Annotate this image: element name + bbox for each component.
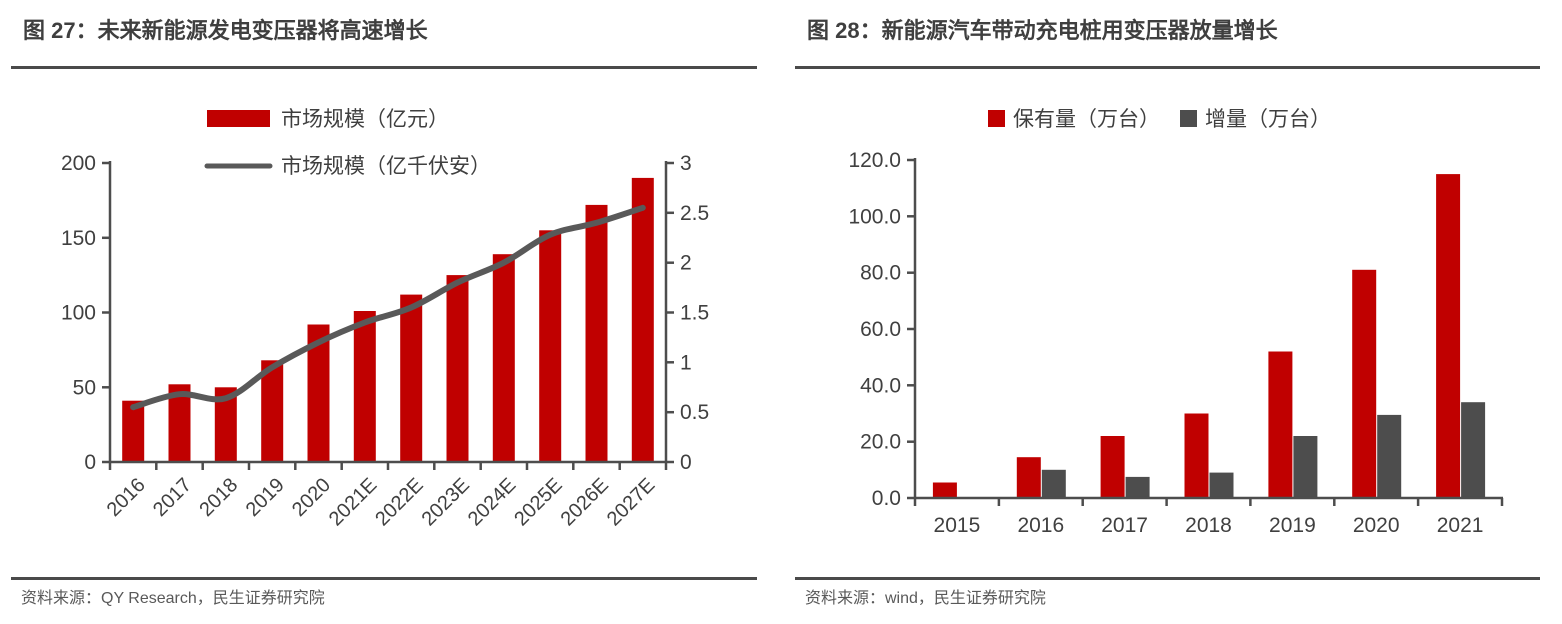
y-tick-label: 60.0	[860, 318, 901, 341]
figure-28-axes	[907, 158, 1504, 506]
figure-27-bottom-rule	[11, 577, 757, 580]
bar-owned	[1352, 269, 1377, 498]
y-tick-label: 120.0	[848, 149, 901, 172]
right-tick-label: 2.5	[680, 202, 709, 225]
bar-owned	[1100, 436, 1125, 498]
category-label: 2018	[195, 474, 242, 521]
figure-27-chart: 市场规模（亿元） 市场规模（亿千伏安） 0 50 100 150 200 0 0.5 1 1.5 2 2…	[11, 68, 757, 570]
figure-27-axes	[102, 161, 674, 470]
legend-bar-label: 市场规模（亿元）	[281, 108, 449, 131]
legend-owned-label: 保有量（万台）	[1013, 108, 1160, 131]
figure-28-bottom-rule	[795, 577, 1540, 580]
figure-28-bars	[932, 174, 1486, 498]
bar	[122, 400, 145, 462]
figure-27-bars-series	[122, 177, 654, 463]
bar-owned	[1436, 174, 1461, 498]
bar-owned	[1184, 413, 1209, 498]
left-tick-label: 0	[84, 451, 96, 474]
figure-27-axis-labels: 0 50 100 150 200 0 0.5 1 1.5 2 2.5 3 2016 2017 2018 201…	[61, 152, 709, 530]
legend-increment-swatch	[1180, 110, 1197, 127]
line-series	[130, 204, 646, 411]
figure-27: 图 27：未来新能源发电变压器将高速增长 市场规模（亿元） 市场规模（亿千伏安） 0…	[11, 0, 757, 624]
legend-line-label: 市场规模（亿千伏安）	[281, 155, 491, 178]
figure-27-legend: 市场规模（亿元） 市场规模（亿千伏安）	[204, 108, 491, 178]
right-tick-label: 2	[680, 252, 692, 275]
bar-increment	[1125, 476, 1150, 498]
bar	[492, 254, 515, 462]
bar	[168, 384, 191, 462]
bar-owned	[932, 482, 957, 498]
right-tick-label: 1.5	[680, 302, 709, 325]
bar-owned	[1268, 351, 1293, 498]
figure-27-title: 图 27：未来新能源发电变压器将高速增长	[23, 18, 428, 43]
category-label: 2024E	[464, 474, 520, 530]
right-tick-label: 0	[680, 451, 692, 474]
category-label: 2018	[1185, 514, 1232, 537]
figure-27-source: 资料来源：QY Research，民生证券研究院	[21, 590, 325, 607]
y-tick-label: 40.0	[860, 374, 901, 397]
category-label: 2022E	[371, 474, 427, 530]
figure-27-title-rule	[11, 66, 757, 69]
bar-increment	[1377, 414, 1402, 498]
bar-increment	[1293, 436, 1318, 498]
bar	[539, 230, 562, 462]
bar	[446, 275, 469, 462]
bar-increment	[1461, 402, 1486, 498]
bar-owned	[1016, 457, 1041, 498]
bar	[261, 360, 284, 462]
category-label: 2021E	[325, 474, 381, 530]
bar	[307, 324, 330, 462]
category-label: 2026E	[557, 474, 613, 530]
figure-28: 图 28：新能源汽车带动充电桩用变压器放量增长 保有量（万台） 增量（万台） 0.0…	[795, 0, 1540, 624]
figure-28-axis-labels: 0.0 20.0 40.0 60.0 80.0 100.0 120.0 2015 2016 201…	[848, 149, 1483, 537]
figure-27-chart-svg: 市场规模（亿元） 市场规模（亿千伏安） 0 50 100 150 200 0 0.5 1 1.5 2 2…	[61, 108, 709, 530]
legend-bar-swatch	[207, 110, 270, 127]
category-label: 2023E	[418, 474, 474, 530]
category-label: 2015	[934, 514, 981, 537]
right-tick-label: 3	[680, 152, 692, 175]
figure-28-chart-svg: 保有量（万台） 增量（万台） 0.0 20.0 40.0 60.0 80.0 100.0 120…	[848, 108, 1504, 537]
bar	[631, 177, 654, 462]
figure-28-chart: 保有量（万台） 增量（万台） 0.0 20.0 40.0 60.0 80.0 100.0 120…	[795, 68, 1540, 570]
category-label: 2025E	[510, 474, 566, 530]
category-label: 2020	[1353, 514, 1400, 537]
bar	[353, 311, 376, 462]
category-label: 2019	[1269, 514, 1316, 537]
left-tick-label: 100	[61, 302, 96, 325]
right-tick-label: 1	[680, 351, 692, 374]
bar-increment	[1209, 472, 1234, 498]
bar-increment	[1041, 469, 1066, 498]
figure-28-title: 图 28：新能源汽车带动充电桩用变压器放量增长	[807, 18, 1278, 43]
category-label: 2027E	[603, 474, 659, 530]
y-tick-label: 100.0	[848, 205, 901, 228]
y-tick-label: 80.0	[860, 262, 901, 285]
left-tick-label: 200	[61, 152, 96, 175]
category-label: 2019	[242, 474, 289, 521]
legend-increment-label: 增量（万台）	[1205, 108, 1331, 131]
legend-owned-swatch	[988, 110, 1005, 127]
category-label: 2021	[1437, 514, 1484, 537]
right-tick-label: 0.5	[680, 401, 709, 424]
bar	[400, 294, 423, 462]
category-label: 2016	[103, 474, 150, 521]
category-label: 2017	[1101, 514, 1148, 537]
figure-28-source: 资料来源：wind，民生证券研究院	[805, 590, 1046, 607]
left-tick-label: 50	[73, 376, 96, 399]
y-tick-label: 0.0	[872, 487, 901, 510]
category-label: 2016	[1017, 514, 1064, 537]
y-tick-label: 20.0	[860, 431, 901, 454]
bar	[585, 204, 608, 462]
category-label: 2017	[149, 474, 196, 521]
left-tick-label: 150	[61, 227, 96, 250]
figure-28-legend: 保有量（万台） 增量（万台）	[988, 108, 1331, 131]
figure-28-title-rule	[795, 66, 1540, 69]
bar	[214, 387, 237, 463]
